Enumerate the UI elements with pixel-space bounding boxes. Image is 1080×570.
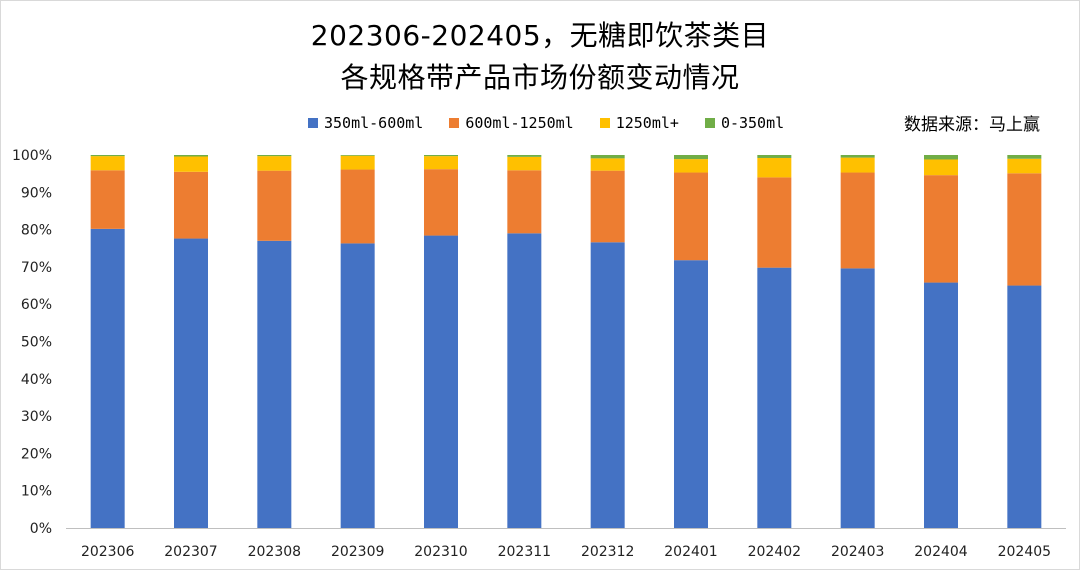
legend-swatch-series-4 bbox=[704, 118, 715, 128]
bar-segment-series-2 bbox=[340, 169, 375, 244]
bar-segment-series-3 bbox=[757, 157, 792, 178]
bar-segment-series-4 bbox=[90, 155, 125, 157]
bar-segment-series-3 bbox=[424, 156, 458, 170]
legend-item-series-4: 0-350ml bbox=[704, 114, 785, 132]
bar-segment-series-3 bbox=[1007, 158, 1042, 174]
x-tick-label: 202312 bbox=[581, 544, 634, 560]
chart-legend: 350ml-600ml 600ml-1250ml 1250ml+ 0-350ml bbox=[308, 112, 784, 134]
y-tick-label: 60% bbox=[21, 297, 52, 313]
legend-swatch-series-2 bbox=[449, 118, 460, 128]
x-tick-label: 202311 bbox=[498, 544, 551, 560]
bar-segment-series-1 bbox=[1007, 285, 1042, 528]
bar-segment-series-4 bbox=[257, 155, 292, 157]
bar-segment-series-1 bbox=[590, 242, 625, 529]
y-tick-label: 30% bbox=[21, 409, 52, 425]
y-tick-label: 10% bbox=[21, 484, 52, 500]
bar-segment-series-1 bbox=[507, 233, 542, 528]
bar-segment-series-3 bbox=[924, 159, 958, 176]
legend-swatch-series-3 bbox=[599, 118, 610, 128]
y-tick-label: 100% bbox=[12, 148, 52, 164]
x-tick-label: 202401 bbox=[664, 544, 717, 560]
x-tick-label: 202404 bbox=[914, 544, 968, 560]
bar-segment-series-3 bbox=[257, 156, 292, 171]
x-tick-label: 202308 bbox=[248, 544, 301, 560]
x-tick-label: 202402 bbox=[748, 544, 801, 560]
legend-item-series-2: 600ml-1250ml bbox=[449, 114, 574, 132]
y-tick-label: 90% bbox=[21, 185, 52, 201]
x-axis-labels: 202306 202307 202308 202309 202310 202311 2023… bbox=[81, 544, 1051, 560]
bar-segment-series-4 bbox=[507, 155, 542, 157]
bar-segment-series-1 bbox=[757, 267, 792, 528]
legend-label-series-4: 0-350ml bbox=[720, 114, 785, 132]
bar-segment-series-4 bbox=[174, 155, 208, 157]
bar-segment-series-4 bbox=[424, 155, 458, 157]
bar-segment-series-3 bbox=[340, 155, 375, 170]
bar-segment-series-3 bbox=[507, 156, 542, 171]
bar-segment-series-2 bbox=[257, 170, 292, 241]
bar-segment-series-1 bbox=[174, 238, 208, 528]
legend-swatch-series-1 bbox=[308, 118, 318, 128]
chart-title-line-1: 202306-202405，无糖即饮茶类目 bbox=[310, 19, 770, 52]
y-tick-label: 70% bbox=[21, 260, 52, 276]
y-tick-label: 0% bbox=[30, 521, 52, 537]
x-tick-label: 202306 bbox=[81, 544, 135, 560]
bar-segment-series-3 bbox=[674, 159, 708, 173]
x-tick-label: 202309 bbox=[331, 544, 384, 560]
bar-segment-series-1 bbox=[90, 228, 125, 528]
chart-title-line-2: 各规格带产品市场份额变动情况 bbox=[340, 61, 740, 94]
bar-segment-series-3 bbox=[90, 156, 125, 171]
bar-segment-series-3 bbox=[590, 158, 625, 171]
bars-group bbox=[90, 155, 1042, 529]
bar-segment-series-2 bbox=[924, 175, 958, 283]
x-tick-label: 202403 bbox=[831, 544, 884, 560]
x-tick-label: 202405 bbox=[998, 544, 1051, 560]
bar-segment-series-4 bbox=[757, 155, 792, 158]
bar-segment-series-2 bbox=[424, 169, 458, 236]
bar-segment-series-2 bbox=[174, 171, 208, 239]
y-tick-label: 20% bbox=[21, 446, 52, 462]
legend-label-series-2: 600ml-1250ml bbox=[465, 114, 574, 132]
x-tick-label: 202310 bbox=[414, 544, 467, 560]
bar-segment-series-2 bbox=[90, 170, 125, 229]
bar-segment-series-1 bbox=[257, 240, 292, 529]
y-axis-labels: 0% 10% 20% 30% 40% 50% 60% 70% 80% 90% 100% bbox=[12, 148, 52, 537]
x-tick-label: 202307 bbox=[164, 544, 217, 560]
legend-item-series-1: 350ml-600ml bbox=[308, 114, 423, 132]
bar-segment-series-2 bbox=[1007, 173, 1042, 286]
legend-label-series-3: 1250ml+ bbox=[615, 114, 679, 132]
bar-segment-series-2 bbox=[674, 172, 708, 261]
bar-segment-series-2 bbox=[840, 172, 875, 269]
bar-segment-series-1 bbox=[924, 282, 958, 528]
bar-segment-series-4 bbox=[1007, 155, 1042, 159]
y-tick-label: 80% bbox=[21, 223, 52, 239]
bar-segment-series-1 bbox=[424, 235, 458, 528]
legend-label-series-1: 350ml-600ml bbox=[324, 114, 424, 132]
bar-segment-series-2 bbox=[590, 170, 625, 243]
source-note: 数据来源：马上赢 bbox=[904, 115, 1040, 135]
bar-segment-series-1 bbox=[340, 243, 375, 528]
bar-segment-series-4 bbox=[340, 155, 375, 156]
bar-segment-series-4 bbox=[840, 155, 875, 158]
bar-segment-series-1 bbox=[674, 260, 708, 528]
legend-item-series-3: 1250ml+ bbox=[599, 114, 679, 132]
y-tick-label: 40% bbox=[21, 372, 52, 388]
bar-segment-series-2 bbox=[507, 170, 542, 234]
bar-segment-series-3 bbox=[840, 157, 875, 173]
bar-segment-series-4 bbox=[674, 155, 708, 160]
bar-segment-series-2 bbox=[757, 177, 792, 268]
bar-segment-series-3 bbox=[174, 156, 208, 172]
y-tick-label: 50% bbox=[21, 335, 52, 351]
bar-segment-series-4 bbox=[590, 155, 625, 159]
bar-segment-series-4 bbox=[924, 155, 958, 160]
bar-segment-series-1 bbox=[840, 268, 875, 528]
